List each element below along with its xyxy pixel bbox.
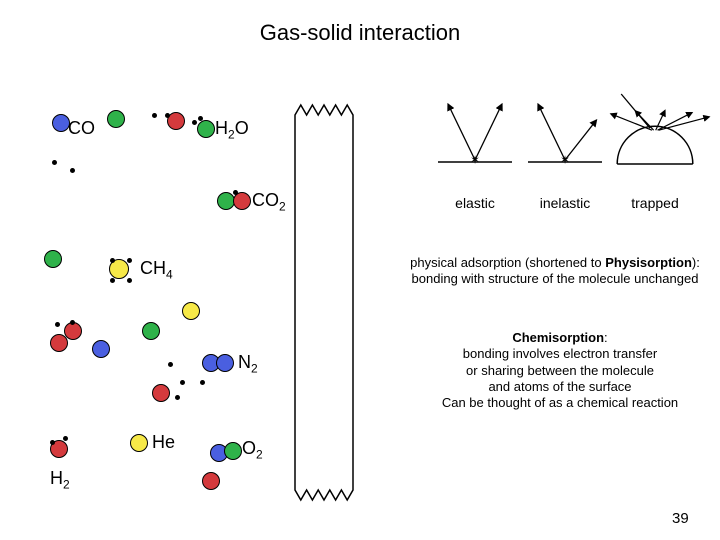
svg-text:✶: ✶: [470, 153, 480, 167]
molecule-O2-atom-2: [202, 472, 220, 490]
molecule-H2-dot-1: [63, 436, 68, 441]
molecule-N2-atom-3: [182, 302, 200, 320]
label-H2: H2: [50, 468, 70, 492]
label-CO: CO: [68, 118, 95, 139]
label-H2O: H2O: [215, 118, 249, 142]
text-chemisorption: Chemisorption:bonding involves electron …: [425, 330, 695, 411]
molecule-CH4-dot-1: [127, 258, 132, 263]
molecule-N2-dot-5: [175, 395, 180, 400]
schematic-elastic: ✶: [430, 92, 520, 182]
label-CO2: CO2: [252, 190, 286, 214]
page-title: Gas-solid interaction: [0, 20, 720, 46]
surface-slab: [295, 105, 353, 500]
molecule-H2-dot-0: [50, 440, 55, 445]
molecule-O2-atom-1: [224, 442, 242, 460]
molecule-H2O-dot-1: [198, 116, 203, 121]
molecule-He-atom-0: [130, 434, 148, 452]
molecule-N2-dot-4: [200, 380, 205, 385]
schematic-trapped: [610, 92, 700, 182]
molecule-H2O-atom-0: [197, 120, 215, 138]
molecule-CO2-dot-0: [233, 190, 238, 195]
schematic-inelastic: ✶: [520, 92, 610, 182]
molecule-N2-dot-1: [70, 320, 75, 325]
caption-elastic: elastic: [430, 195, 520, 211]
molecule-CH4-dot-2: [110, 278, 115, 283]
caption-trapped: trapped: [610, 195, 700, 211]
molecule-CH4-dot-0: [110, 258, 115, 263]
molecule-N2-dot-3: [180, 380, 185, 385]
text-physisorption: physical adsorption (shortened to Physis…: [395, 255, 715, 288]
page-number: 39: [672, 510, 689, 527]
label-He: He: [152, 432, 175, 453]
molecule-CO-atom-1: [107, 110, 125, 128]
molecule-CO-dot-3: [165, 113, 170, 118]
molecule-N2-dot-2: [168, 362, 173, 367]
molecule-N2-atom-4: [92, 340, 110, 358]
molecule-H2O-dot-0: [192, 120, 197, 125]
svg-text:✶: ✶: [560, 153, 570, 167]
molecule-CO-dot-1: [70, 168, 75, 173]
label-N2: N2: [238, 352, 258, 376]
molecule-CH4-atom-1: [44, 250, 62, 268]
label-O2: O2: [242, 438, 263, 462]
label-CH4: CH4: [140, 258, 173, 282]
molecule-N2-dot-0: [55, 322, 60, 327]
molecule-CO-dot-0: [52, 160, 57, 165]
caption-inelastic: inelastic: [520, 195, 610, 211]
molecule-CO-dot-2: [152, 113, 157, 118]
molecule-N2-atom-7: [152, 384, 170, 402]
molecule-N2-atom-1: [216, 354, 234, 372]
molecule-N2-atom-6: [50, 334, 68, 352]
molecule-N2-atom-2: [142, 322, 160, 340]
molecule-CH4-dot-3: [127, 278, 132, 283]
